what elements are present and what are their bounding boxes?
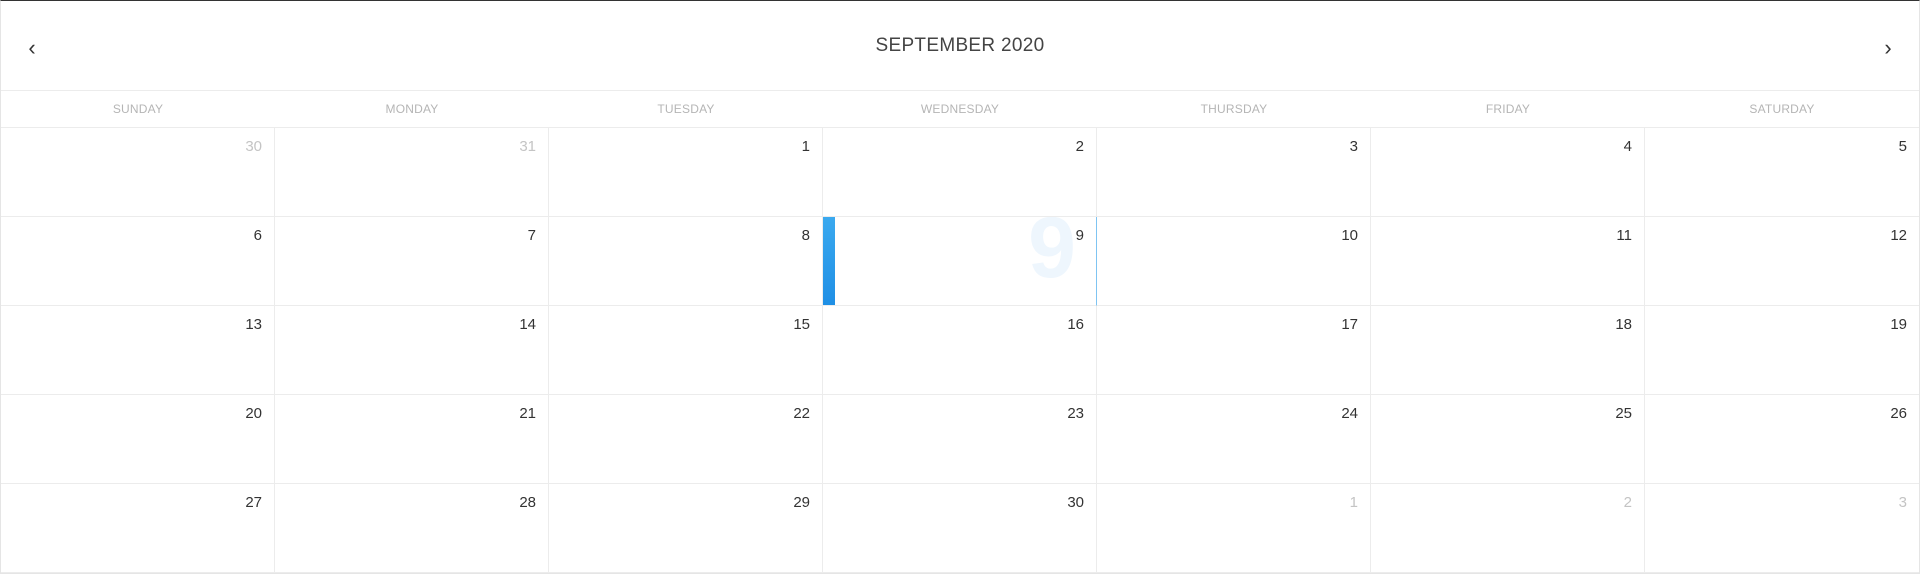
calendar-day[interactable]: 2	[1371, 484, 1645, 573]
next-month-button[interactable]: ›	[1874, 34, 1902, 62]
day-number: 17	[1341, 316, 1358, 333]
calendar-day[interactable]: 14	[275, 306, 549, 395]
day-number: 29	[793, 494, 810, 511]
calendar-day[interactable]: 28	[275, 484, 549, 573]
day-number: 5	[1898, 138, 1907, 155]
day-number: 9	[1075, 227, 1084, 244]
day-number: 24	[1341, 405, 1358, 422]
calendar-day[interactable]: 19	[1645, 306, 1919, 395]
calendar-day[interactable]: 31	[275, 128, 549, 217]
day-number: 3	[1898, 494, 1907, 511]
weekday-label: THURSDAY	[1200, 102, 1268, 116]
selected-day-watermark: 9	[1028, 217, 1076, 296]
calendar-day[interactable]: 7	[275, 217, 549, 306]
day-number: 6	[253, 227, 262, 244]
weekday-label: TUESDAY	[657, 102, 715, 116]
weekday-label: MONDAY	[385, 102, 439, 116]
calendar-day[interactable]: 20	[1, 395, 275, 484]
day-number: 12	[1890, 227, 1907, 244]
day-number: 23	[1067, 405, 1084, 422]
day-number: 11	[1616, 227, 1632, 244]
weekday-label: SUNDAY	[112, 102, 164, 116]
calendar-day[interactable]: 4	[1371, 128, 1645, 217]
calendar-day[interactable]: 11	[1371, 217, 1645, 306]
day-number: 7	[527, 227, 536, 244]
calendar-day[interactable]: 3	[1097, 128, 1371, 217]
calendar-day[interactable]: 18	[1371, 306, 1645, 395]
calendar-day[interactable]: 25	[1371, 395, 1645, 484]
calendar-day[interactable]: 6	[1, 217, 275, 306]
day-number: 2	[1623, 494, 1632, 511]
calendar-day[interactable]: 24	[1097, 395, 1371, 484]
day-number: 18	[1615, 316, 1632, 333]
calendar-day[interactable]: 10	[1097, 217, 1371, 306]
calendar-day[interactable]: 2	[823, 128, 1097, 217]
day-number: 3	[1349, 138, 1358, 155]
day-number: 15	[793, 316, 810, 333]
calendar-header: ‹ SEPTEMBER 2020 ›	[1, 1, 1919, 91]
calendar-day[interactable]: 1	[549, 128, 823, 217]
day-number: 10	[1341, 227, 1358, 244]
day-number: 30	[1067, 494, 1084, 511]
calendar-day[interactable]: 15	[549, 306, 823, 395]
calendar-day[interactable]: 29	[549, 484, 823, 573]
day-number: 1	[801, 138, 810, 155]
prev-month-button[interactable]: ‹	[18, 34, 46, 62]
calendar-day[interactable]: 16	[823, 306, 1097, 395]
chevron-left-icon: ‹	[28, 35, 36, 60]
day-number: 25	[1615, 405, 1632, 422]
calendar-day[interactable]: 17	[1097, 306, 1371, 395]
day-number: 8	[801, 227, 810, 244]
day-number: 13	[245, 316, 262, 333]
weekday-header-row: SUNDAY MONDAY TUESDAY WEDNESDAY THURSDAY…	[1, 91, 1919, 128]
day-number: 20	[245, 405, 262, 422]
calendar-day[interactable]: 12	[1645, 217, 1919, 306]
calendar-day[interactable]: 1	[1097, 484, 1371, 573]
calendar-day[interactable]: 21	[275, 395, 549, 484]
day-number: 27	[245, 494, 262, 511]
day-number: 19	[1890, 316, 1907, 333]
day-number: 1	[1349, 494, 1358, 511]
day-number: 4	[1623, 138, 1632, 155]
calendar-day[interactable]: 22	[549, 395, 823, 484]
calendar-day[interactable]: 26	[1645, 395, 1919, 484]
calendar-day[interactable]: 30	[1, 128, 275, 217]
calendar-day[interactable]: 23	[823, 395, 1097, 484]
weekday-label: SATURDAY	[1749, 102, 1815, 116]
day-number: 26	[1890, 405, 1907, 422]
month-title: SEPTEMBER 2020	[875, 34, 1045, 56]
day-number: 2	[1075, 138, 1084, 155]
day-grid: 30 31 1 2 3 4 5 6 7 8 9 9 10 11 12 13 14 15 16 17 18 19 20 21 22…	[1, 128, 1919, 573]
day-number: 31	[519, 138, 536, 155]
calendar-day[interactable]: 13	[1, 306, 275, 395]
day-number: 28	[519, 494, 536, 511]
day-number: 16	[1067, 316, 1084, 333]
calendar-day[interactable]: 3	[1645, 484, 1919, 573]
calendar-day[interactable]: 27	[1, 484, 275, 573]
calendar-day[interactable]: 8	[549, 217, 823, 306]
day-number: 21	[519, 405, 536, 422]
calendar-day[interactable]: 5	[1645, 128, 1919, 217]
chevron-right-icon: ›	[1884, 35, 1892, 60]
weekday-label: FRIDAY	[1485, 102, 1531, 116]
day-number: 22	[793, 405, 810, 422]
calendar-day[interactable]: 30	[823, 484, 1097, 573]
weekday-label: WEDNESDAY	[920, 102, 1000, 116]
day-number: 30	[245, 138, 262, 155]
day-number: 14	[519, 316, 536, 333]
